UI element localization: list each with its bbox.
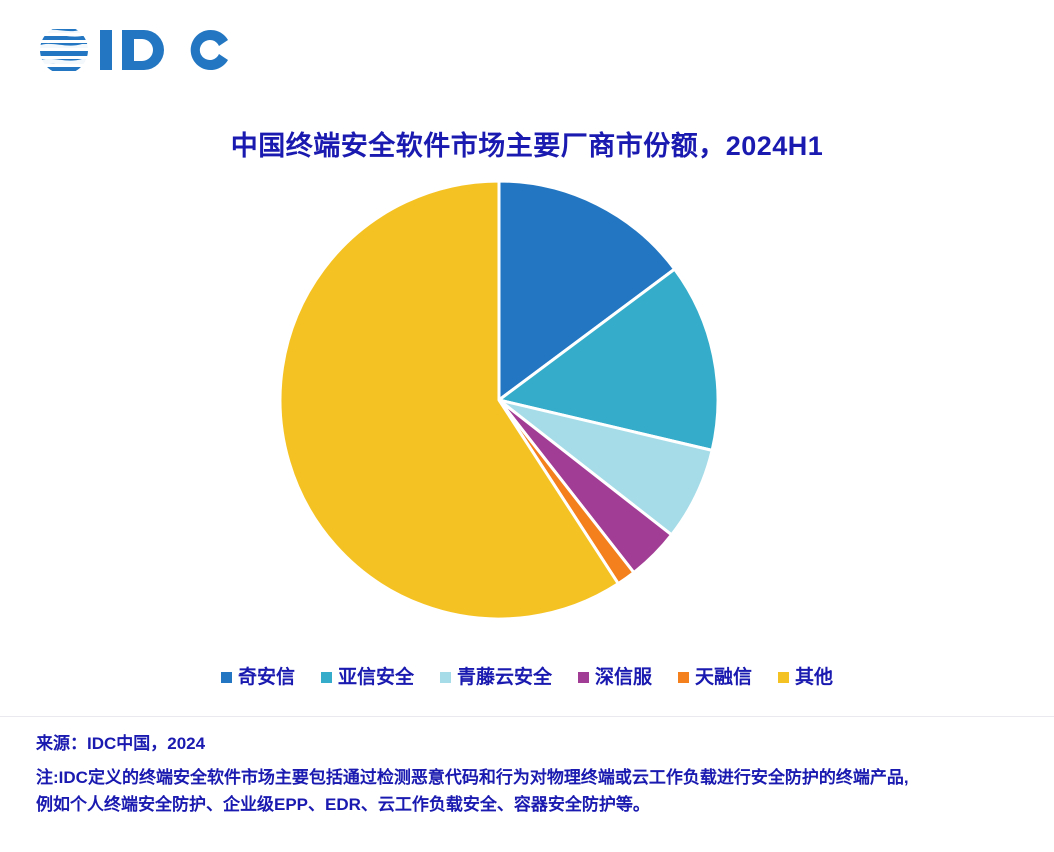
- chart-legend: 奇安信 亚信安全 青藤云安全 深信服 天融信 其他: [0, 668, 1054, 687]
- legend-label: 奇安信: [237, 667, 295, 688]
- legend-label: 深信服: [595, 667, 653, 688]
- pie-slice[interactable]: [497, 267, 720, 452]
- legend-swatch-icon: [439, 672, 451, 683]
- pie-chart-svg: [278, 180, 720, 621]
- idc-wordmark: [96, 24, 236, 81]
- legend-item[interactable]: 亚信安全: [320, 667, 414, 688]
- pie-slice[interactable]: [278, 180, 620, 621]
- footer-notes: 来源：IDC中国，2024 注:IDC定义的终端安全软件市场主要包括通过检测恶意…: [36, 730, 1034, 819]
- note-line-1: 注:IDC定义的终端安全软件市场主要包括通过检测恶意代码和行为对物理终端或云工作…: [36, 767, 909, 787]
- legend-item[interactable]: 奇安信: [220, 667, 295, 688]
- legend-swatch-icon: [778, 672, 790, 683]
- legend-label: 青藤云安全: [456, 667, 552, 688]
- pie-slice[interactable]: [497, 180, 677, 402]
- page-title: 中国终端安全软件市场主要厂商市份额，2024H1: [230, 131, 824, 161]
- pie-chart: [0, 180, 1054, 650]
- source-line: 来源：IDC中国，2024: [36, 734, 206, 753]
- legend-item[interactable]: 其他: [778, 668, 833, 687]
- note-line-2: 例如个人终端安全防护、企业级EPP、EDR、云工作负载安全、容器安全防护等。: [36, 795, 650, 815]
- legend-swatch-icon: [320, 672, 332, 683]
- legend-swatch-icon: [678, 672, 690, 683]
- legend-swatch-icon: [220, 672, 232, 683]
- legend-label: 其他: [795, 667, 834, 688]
- idc-globe-icon: [36, 24, 92, 81]
- idc-logo: [36, 24, 236, 81]
- footer-divider: [0, 716, 1054, 717]
- legend-label: 天融信: [695, 667, 753, 688]
- legend-label: 亚信安全: [337, 667, 414, 688]
- legend-item[interactable]: 深信服: [578, 668, 652, 687]
- legend-item[interactable]: 青藤云安全: [439, 667, 552, 688]
- legend-item[interactable]: 天融信: [678, 668, 752, 687]
- legend-swatch-icon: [578, 672, 589, 683]
